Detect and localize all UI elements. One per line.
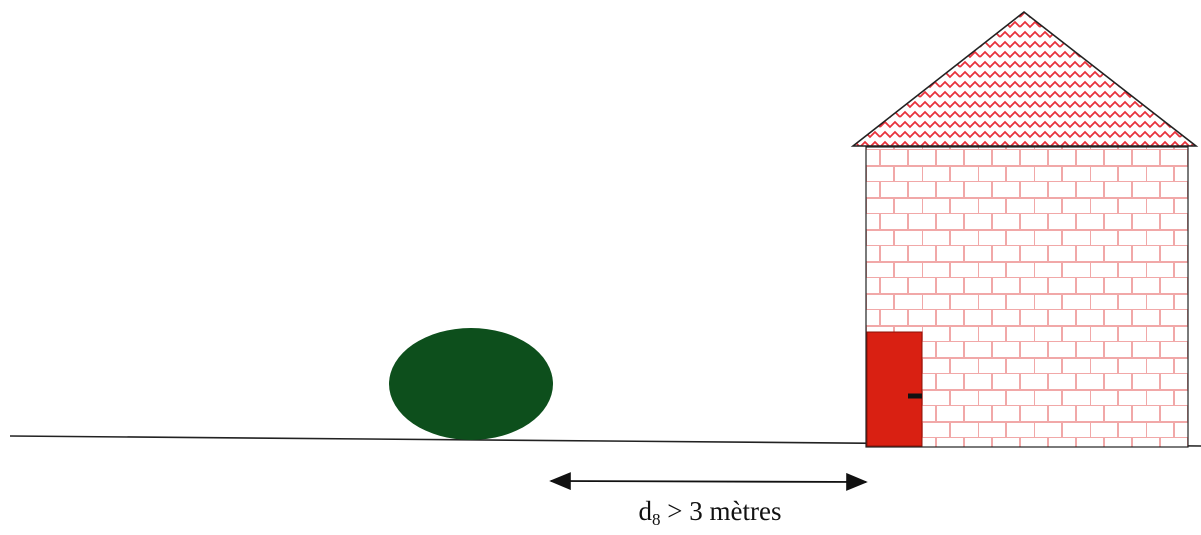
door: [866, 331, 923, 447]
distance-text: > 3 mètres: [660, 496, 782, 526]
distance-label: d8 > 3 mètres: [560, 496, 860, 535]
distance-arrow: [549, 472, 868, 491]
house: [850, 10, 1199, 448]
bush: [389, 328, 553, 440]
house-roof: [850, 10, 1199, 147]
distance-symbol: d: [638, 496, 653, 526]
distance-subscript: 8: [652, 510, 661, 529]
